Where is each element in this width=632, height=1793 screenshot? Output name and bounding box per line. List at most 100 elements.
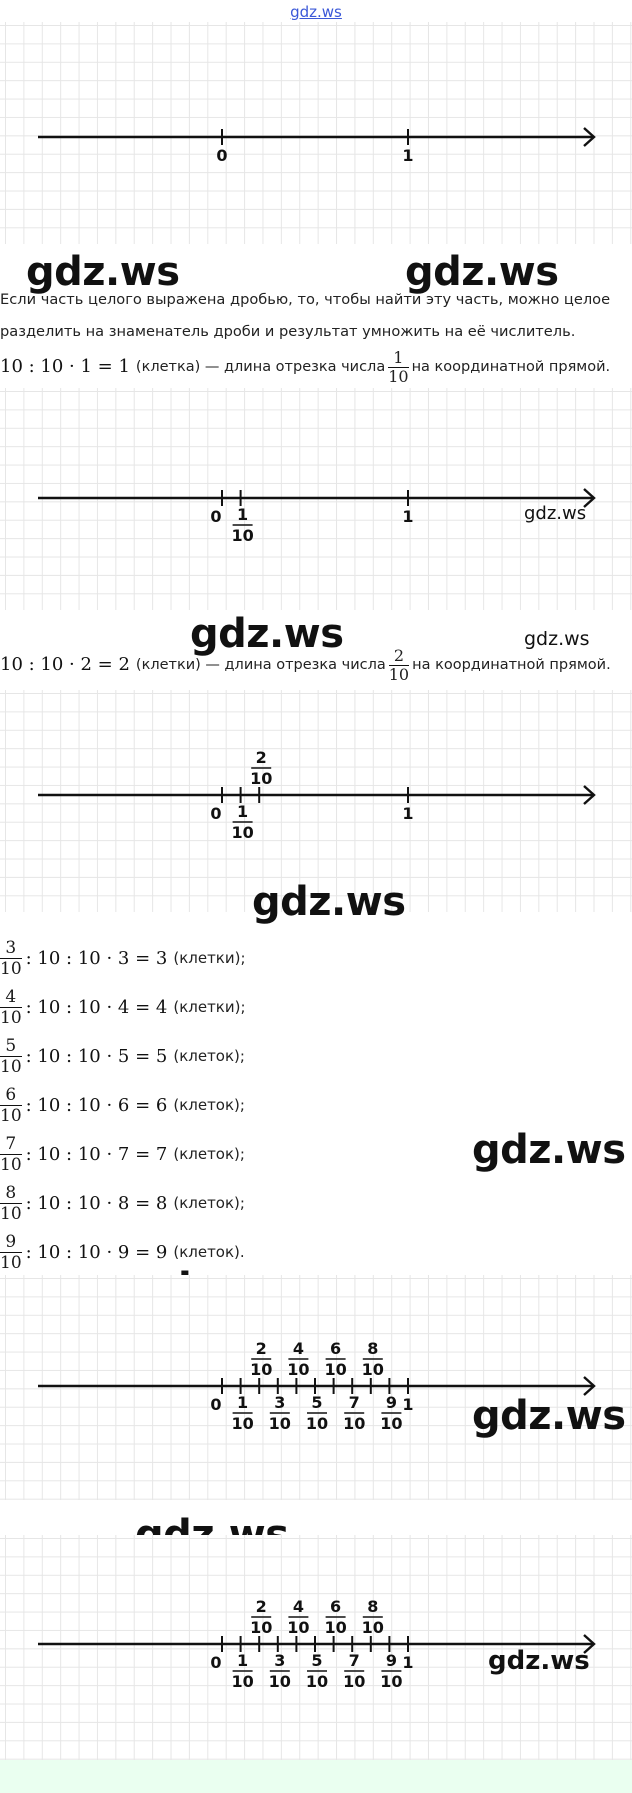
list-unit: (клетки); [173, 998, 246, 1016]
fraction-denominator: 10 [250, 769, 272, 788]
list-item: 4 10: 10 : 10 · 4 = 4 (клетки); [0, 983, 246, 1031]
list-item: 8 10: 10 : 10 · 8 = 8 (клеток); [0, 1179, 245, 1227]
fraction-denominator: 10 [231, 823, 253, 842]
axis-arrow [583, 1376, 596, 1396]
list-fraction: 7 10 [0, 1133, 22, 1175]
fraction-numerator: 5 [311, 1651, 322, 1670]
list-math: : 10 : 10 · 3 = 3 [25, 947, 168, 969]
list-math: : 10 : 10 · 8 = 8 [25, 1192, 168, 1214]
list-math: : 10 : 10 · 4 = 4 [25, 996, 168, 1018]
example-2-text: (клетки) — длина отрезка числа [135, 657, 386, 673]
list-fraction: 9 10 [0, 1231, 22, 1273]
fraction-denominator: 10 [343, 1672, 365, 1691]
fraction-denominator: 10 [250, 1360, 272, 1379]
list-fraction: 3 10 [0, 937, 22, 979]
fraction-denominator: 10 [306, 1414, 328, 1433]
fraction-numerator: 3 [274, 1651, 285, 1670]
fraction-numerator: 2 [256, 1597, 267, 1616]
fraction-numerator: 2 [256, 748, 267, 767]
site-link[interactable]: gdz.ws [290, 3, 342, 21]
fraction-denominator: 10 [231, 1414, 253, 1433]
axis-arrow [583, 127, 596, 147]
axis-arrow [583, 785, 596, 805]
fraction-numerator: 3 [274, 1393, 285, 1412]
watermark: gdz.ws [190, 611, 344, 657]
list-unit: (клеток); [173, 1096, 245, 1114]
fraction-numerator: 8 [367, 1597, 378, 1616]
fraction-denominator: 10 [306, 1672, 328, 1691]
list-unit: (клеток). [173, 1243, 245, 1261]
grid-figure-5: 0 1 1 10 3 10 5 10 7 10 9 10 2 10 4 10 6 10 8 10 [0, 1535, 632, 1760]
fraction-numerator: 1 [237, 1651, 248, 1670]
list-fraction: 8 10 [0, 1182, 22, 1224]
rule-line-1: Если часть целого выражена дробью, то, ч… [0, 291, 611, 308]
tick-label-one: 1 [402, 804, 413, 823]
example-2: 10 : 10 · 2 = 2 (клетки) — длина отрезка… [0, 644, 611, 686]
fraction-numerator: 6 [330, 1597, 341, 1616]
fraction-numerator: 4 [293, 1339, 304, 1358]
example-2-fraction: 2 10 [388, 645, 410, 684]
axis-arrow [583, 488, 596, 508]
fraction-numerator: 1 [237, 505, 248, 524]
example-1-tail: на координатной прямой. [411, 359, 611, 375]
fraction-numerator: 7 [349, 1651, 360, 1670]
fraction-numerator: 1 [237, 1393, 248, 1412]
fraction-denominator: 10 [362, 1618, 384, 1637]
list-item: 3 10: 10 : 10 · 3 = 3 (клетки); [0, 934, 246, 982]
list-unit: (клеток); [173, 1145, 245, 1163]
footer-strip [0, 1760, 632, 1793]
example-1-math: 10 : 10 · 1 = 1 [0, 356, 130, 377]
fraction-numerator: 9 [386, 1651, 397, 1670]
grid-figure-3: 0 1 1 10 2 10 [0, 690, 632, 912]
list-item: 5 10: 10 : 10 · 5 = 5 (клеток); [0, 1032, 245, 1080]
tick-label-zero: 0 [210, 804, 221, 823]
fraction-denominator: 10 [231, 526, 253, 545]
fraction-denominator: 10 [380, 1672, 402, 1691]
watermark: gdz.ws [472, 1127, 626, 1173]
fraction-denominator: 10 [380, 1414, 402, 1433]
fraction-numerator: 8 [367, 1339, 378, 1358]
watermark: gdz.ws [524, 503, 587, 524]
fraction-denominator: 10 [269, 1414, 291, 1433]
list-item: 9 10: 10 : 10 · 9 = 9 (клеток). [0, 1228, 245, 1276]
list-math: : 10 : 10 · 7 = 7 [25, 1143, 168, 1165]
grid-figure-4: 0 1 1 10 3 10 5 10 7 10 9 10 2 10 4 10 6 10 8 10 [0, 1275, 632, 1500]
watermark: gdz.ws [488, 1646, 590, 1676]
list-item: 6 10: 10 : 10 · 6 = 6 (клеток); [0, 1081, 245, 1129]
tick-label-zero: 0 [210, 1653, 221, 1672]
fraction-denominator: 10 [362, 1360, 384, 1379]
list-math: : 10 : 10 · 5 = 5 [25, 1045, 168, 1067]
list-math: : 10 : 10 · 6 = 6 [25, 1094, 168, 1116]
rule-line-2: разделить на знаменатель дроби и результ… [0, 323, 576, 340]
list-math: : 10 : 10 · 9 = 9 [25, 1241, 168, 1263]
example-2-math: 10 : 10 · 2 = 2 [0, 654, 130, 675]
example-1-fraction: 1 10 [388, 347, 409, 386]
watermark: gdz.ws [405, 249, 559, 295]
fraction-denominator: 10 [231, 1672, 253, 1691]
fraction-numerator: 5 [311, 1393, 322, 1412]
watermark: gdz.ws [26, 249, 180, 295]
fraction-numerator: 2 [256, 1339, 267, 1358]
list-unit: (клетки); [173, 949, 246, 967]
fraction-numerator: 7 [349, 1393, 360, 1412]
example-1: 10 : 10 · 1 = 1 (клетка) — длина отрезка… [0, 346, 610, 388]
list-fraction: 6 10 [0, 1084, 22, 1126]
tick-label-zero: 0 [210, 507, 221, 526]
fraction-numerator: 1 [237, 802, 248, 821]
tick-label-one: 1 [402, 507, 413, 526]
fraction-denominator: 10 [287, 1360, 309, 1379]
example-1-text: (клетка) — длина отрезка числа [135, 359, 386, 375]
grid-figure-2: 0 1 1 10 [0, 388, 632, 610]
list-item: 7 10: 10 : 10 · 7 = 7 (клеток); [0, 1130, 245, 1178]
fraction-denominator: 10 [269, 1672, 291, 1691]
tick-label-one: 1 [402, 1653, 413, 1672]
watermark: gdz.ws [524, 628, 590, 650]
fraction-denominator: 10 [343, 1414, 365, 1433]
fraction-denominator: 10 [324, 1618, 346, 1637]
tick-label-one: 1 [402, 1395, 413, 1414]
watermark: gdz.ws [472, 1393, 626, 1439]
